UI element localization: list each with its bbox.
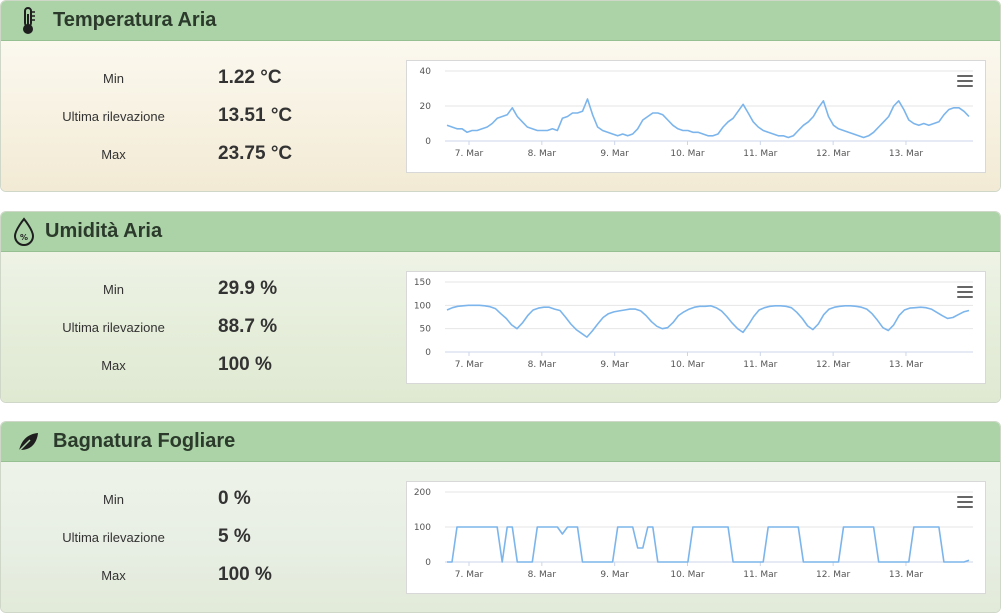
stat-min: Min 1.22 °C xyxy=(1,63,401,93)
stat-value: 13.51 °C xyxy=(218,105,293,126)
x-tick-label: 11. Mar xyxy=(743,149,777,159)
y-tick-label: 40 xyxy=(420,67,432,77)
series-line xyxy=(446,304,970,338)
x-tick-label: 11. Mar xyxy=(743,360,777,370)
panel-title: Bagnatura Fogliare xyxy=(53,430,236,452)
stat-value: 29.9 % xyxy=(218,278,278,299)
humidity-chart-svg: 0 50 100 150 7. Mar 8. Mar 9. Mar 10. Mar 11. Ma… xyxy=(414,278,973,370)
series-line xyxy=(446,98,970,139)
x-tick-label: 7. Mar xyxy=(455,360,484,370)
stat-value: 100 % xyxy=(218,564,272,585)
panel-body: Min 29.9 % Ultima rilevazione 88.7 % Max… xyxy=(1,252,1000,402)
chart-menu-button[interactable] xyxy=(957,75,973,87)
x-tick-label: 10. Mar xyxy=(670,360,704,370)
chart-menu-button[interactable] xyxy=(957,496,973,508)
stat-label: Min xyxy=(103,491,124,507)
stat-value: 1.22 °C xyxy=(218,67,282,88)
stat-value: 0 % xyxy=(218,488,251,509)
panel-header: % Umidità Aria xyxy=(1,212,1000,252)
x-tick-label: 8. Mar xyxy=(528,149,557,159)
stat-min: Min 0 % xyxy=(1,484,401,514)
stat-value: 100 % xyxy=(218,354,272,375)
series-line xyxy=(447,526,970,563)
x-tick-label: 7. Mar xyxy=(455,570,484,580)
x-tick-label: 9. Mar xyxy=(600,360,629,370)
panel-bagnatura-fogliare: Bagnatura Fogliare Min 0 % Ultima rileva… xyxy=(0,421,1001,613)
leaf-wetness-chart-svg: 0 100 200 7. Mar 8. Mar 9. Mar 10. Mar 11. Mar 1… xyxy=(414,488,973,580)
panel-title: Temperatura Aria xyxy=(53,9,217,31)
stat-label: Max xyxy=(101,567,126,583)
panel-header: Bagnatura Fogliare xyxy=(1,422,1000,462)
stat-value: 5 % xyxy=(218,526,251,547)
x-tick-label: 13. Mar xyxy=(889,570,923,580)
stat-max: Max 100 % xyxy=(1,560,401,590)
x-tick-label: 8. Mar xyxy=(528,570,557,580)
x-tick-label: 10. Mar xyxy=(670,149,704,159)
y-tick-label: 0 xyxy=(425,348,431,358)
x-tick-label: 12. Mar xyxy=(816,360,850,370)
stat-label: Min xyxy=(103,70,124,86)
humidity-chart: 0 50 100 150 7. Mar 8. Mar 9. Mar 10. Mar 11. Ma… xyxy=(406,271,986,384)
x-tick-label: 8. Mar xyxy=(528,360,557,370)
stat-value: 88.7 % xyxy=(218,316,278,337)
chart-menu-button[interactable] xyxy=(957,286,973,298)
panel-header: Temperatura Aria xyxy=(1,1,1000,41)
x-tick-label: 9. Mar xyxy=(600,149,629,159)
temperature-chart-svg: 0 20 40 7. Mar 8. Mar 9. Mar 10. Mar 11. Mar 12.… xyxy=(420,67,973,159)
y-tick-label: 0 xyxy=(425,137,431,147)
x-tick-label: 10. Mar xyxy=(670,570,704,580)
x-tick-label: 7. Mar xyxy=(455,149,484,159)
panel-body: Min 1.22 °C Ultima rilevazione 13.51 °C … xyxy=(1,41,1000,191)
panel-title: Umidità Aria xyxy=(45,220,163,242)
svg-text:%: % xyxy=(20,233,28,242)
leaf-icon xyxy=(15,427,41,457)
stat-min: Min 29.9 % xyxy=(1,274,401,304)
stat-label: Max xyxy=(101,357,126,373)
y-tick-label: 100 xyxy=(414,523,431,533)
x-tick-label: 12. Mar xyxy=(816,570,850,580)
stat-last-reading: Ultima rilevazione 5 % xyxy=(1,522,401,552)
y-tick-label: 20 xyxy=(420,102,432,112)
leaf-wetness-chart: 0 100 200 7. Mar 8. Mar 9. Mar 10. Mar 11. Mar 1… xyxy=(406,481,986,594)
stat-last-reading: Ultima rilevazione 13.51 °C xyxy=(1,101,401,131)
stat-label: Min xyxy=(103,281,124,297)
stat-value: 23.75 °C xyxy=(218,143,293,164)
panel-umidita-aria: % Umidità Aria Min 29.9 % Ultima rilevaz… xyxy=(0,211,1001,403)
stat-label: Max xyxy=(101,146,126,162)
stat-label: Ultima rilevazione xyxy=(62,319,165,335)
x-tick-label: 13. Mar xyxy=(889,149,923,159)
y-tick-label: 50 xyxy=(420,325,432,335)
temperature-chart: 0 20 40 7. Mar 8. Mar 9. Mar 10. Mar 11. Mar 12.… xyxy=(406,60,986,173)
panel-body: Min 0 % Ultima rilevazione 5 % Max 100 %… xyxy=(1,462,1000,612)
y-tick-label: 150 xyxy=(414,278,431,288)
stat-max: Max 100 % xyxy=(1,350,401,380)
panel-temperatura-aria: Temperatura Aria Min 1.22 °C Ultima rile… xyxy=(0,0,1001,192)
stat-last-reading: Ultima rilevazione 88.7 % xyxy=(1,312,401,342)
stat-label: Ultima rilevazione xyxy=(62,108,165,124)
y-tick-label: 200 xyxy=(414,488,431,498)
y-tick-label: 100 xyxy=(414,301,431,311)
x-tick-label: 11. Mar xyxy=(743,570,777,580)
y-tick-label: 0 xyxy=(425,558,431,568)
x-tick-label: 12. Mar xyxy=(816,149,850,159)
humidity-drop-icon: % xyxy=(11,216,37,247)
x-tick-label: 13. Mar xyxy=(889,360,923,370)
stat-label: Ultima rilevazione xyxy=(62,529,165,545)
x-tick-label: 9. Mar xyxy=(600,570,629,580)
stat-max: Max 23.75 °C xyxy=(1,139,401,169)
thermometer-icon xyxy=(15,6,41,36)
